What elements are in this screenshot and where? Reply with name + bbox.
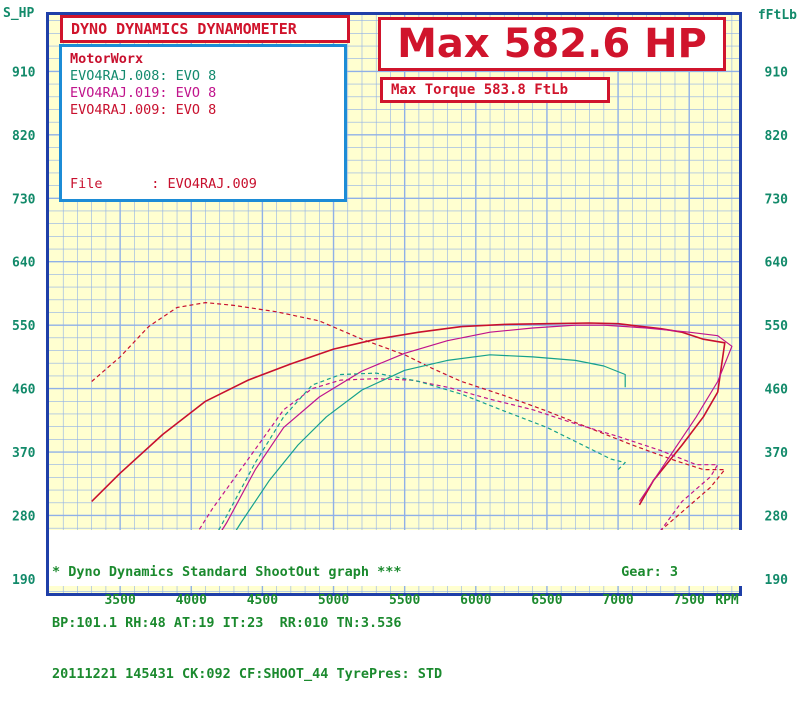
x-tick-label: 4000	[175, 593, 207, 608]
plot-border	[46, 12, 742, 596]
run-info-box: MotorWorx EVO4RAJ.008: EVO 8 EVO4RAJ.019…	[59, 44, 347, 202]
y-tick-right: 910	[765, 65, 789, 80]
x-tick-label: 5000	[317, 593, 350, 608]
run-conditions-footer: * Dyno Dynamics Standard ShootOut graph …	[49, 530, 742, 682]
y-tick-left: 370	[12, 446, 36, 461]
x-tick-label: 3500	[104, 593, 136, 608]
x-tick-label: 7500	[673, 593, 705, 608]
y-axis-label-left: S_HP	[3, 6, 35, 21]
y-tick-left: 460	[12, 383, 36, 398]
footer-line: BP:101.1 RH:48 AT:19 IT:23 RR:010 TN:3.5…	[52, 615, 402, 631]
gear-readout: Gear: 3	[621, 564, 678, 580]
y-tick-labels: 190 190 280 280 370 370 460 460 550 550 640 640 730 7…	[12, 65, 788, 588]
y-tick-right: 460	[765, 383, 789, 398]
y-tick-left: 820	[12, 129, 36, 144]
series-torque-evo4raj-008	[190, 372, 626, 580]
run-label: EVO4RAJ.019: EVO 8	[70, 85, 217, 101]
y-tick-left: 280	[12, 509, 36, 524]
max-hp-readout: Max 582.6 HP	[378, 17, 726, 71]
y-tick-left: 190	[12, 573, 36, 588]
max-torque-readout: Max Torque 583.8 FtLb	[380, 77, 610, 103]
y-tick-left: 550	[12, 319, 36, 334]
footer-line: * Dyno Dynamics Standard ShootOut graph …	[52, 564, 402, 580]
series-power-evo4raj-009	[91, 322, 726, 506]
run-label: EVO4RAJ.008: EVO 8	[70, 68, 217, 84]
x-tick-label: 7000	[602, 593, 634, 608]
x-tick-label: 6000	[460, 593, 492, 608]
run-label: EVO4RAJ.009: EVO 8	[70, 102, 217, 118]
file-name: File : EVO4RAJ.009	[70, 176, 257, 192]
x-tick-label: 5500	[389, 593, 421, 608]
y-tick-right: 820	[765, 129, 789, 144]
y-tick-left: 640	[12, 256, 36, 271]
app-title: DYNO DYNAMICS DYNAMOMETER	[60, 15, 350, 43]
y-axis-label-right: fFtLb	[757, 8, 797, 23]
footer-line: 20111221 145431 CK:092 CF:SHOOT_44 TyreP…	[52, 666, 443, 682]
y-tick-left: 910	[12, 65, 36, 80]
y-tick-left: 730	[12, 192, 36, 207]
y-tick-right: 730	[765, 192, 789, 207]
y-tick-right: 190	[765, 573, 789, 588]
y-tick-right: 550	[765, 319, 789, 334]
series-layer	[91, 302, 733, 580]
series-power-evo4raj-019	[190, 324, 733, 580]
series-power-evo4raj-008	[204, 354, 626, 580]
y-tick-right: 280	[765, 509, 789, 524]
y-tick-right: 640	[765, 256, 789, 271]
x-tick-label: 6500	[531, 593, 563, 608]
company-name: MotorWorx	[70, 51, 144, 67]
y-tick-right: 370	[765, 446, 789, 461]
x-axis-label: RPM	[715, 593, 739, 608]
x-tick-label: 4500	[246, 593, 279, 608]
